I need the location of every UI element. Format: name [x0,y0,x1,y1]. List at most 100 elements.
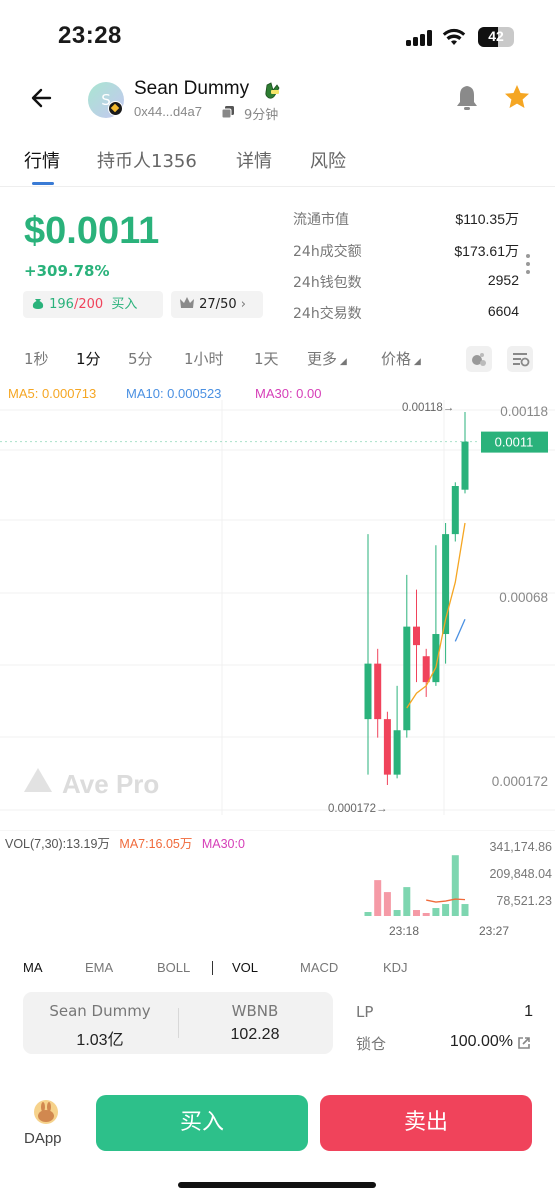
candle-body [364,663,372,720]
tab-holders[interactable]: 持币人1356 [97,151,197,172]
current-price: $0.0011 [24,210,160,252]
volume-chart[interactable]: 341,174.86 209,848.04 78,521.23 23:18 23:27 [0,830,555,940]
copy-icon[interactable] [222,106,234,118]
high-price-marker: 0.00118→ [402,402,454,414]
pool-pair-label: WBNB [231,1002,279,1020]
liquidity-pool-card: Sean Dummy 1.03亿 WBNB 102.28 [23,992,333,1054]
ma30-legend: MA30: 0.00 [255,386,322,401]
volume-bar [432,908,440,916]
candle-body [413,626,420,646]
status-time: 23:28 [58,22,122,49]
external-link-icon[interactable] [516,1035,532,1051]
rank-pill[interactable]: 27/50 › [171,291,263,318]
candle-body [432,634,440,683]
pool-separator [178,1008,179,1038]
bnb-chain-icon [108,101,123,116]
ma5-legend: MA5: 0.000713 [8,386,97,401]
volume-bar [374,880,382,916]
tabs-divider [0,186,555,187]
pool-token-label: Sean Dummy [49,1002,151,1020]
candle-body [451,486,459,535]
bunny-icon [38,1102,54,1122]
volume-bar [364,912,372,916]
bubbles-icon [472,353,486,366]
volume-bar [383,892,391,916]
chart-settings-button[interactable] [507,346,533,372]
chevron-right-icon: › [240,297,246,312]
corner-triangle-icon: ◢ [337,357,347,367]
stat-value-wallets: 2952 [487,272,519,288]
interval-1h[interactable]: 1小时 [184,350,224,368]
more-vertical-icon[interactable] [526,254,530,278]
stat-value-market-cap: $110.35万 [455,211,519,227]
ratio-separator: / [73,297,79,312]
volume-bar [422,913,430,916]
low-price-marker: 0.000172→ [328,803,387,815]
interval-5m[interactable]: 5分 [128,350,153,368]
pancakeswap-icon[interactable] [34,1100,58,1124]
interval-1m[interactable]: 1分 [76,350,101,368]
volume-axis-label: 209,848.04 [489,867,552,881]
time-axis-label: 23:18 [389,924,419,938]
candle-body [461,441,469,490]
battery-level: 42 [488,28,504,44]
token-name: Sean Dummy [134,78,250,99]
indicator-vol[interactable]: VOL [232,960,259,975]
bell-icon[interactable] [452,83,482,113]
home-indicator [178,1182,376,1188]
verified-hand-icon [265,82,280,99]
buy-button[interactable]: 买入 [96,1095,308,1151]
tab-details[interactable]: 详情 [236,151,272,172]
vol-ma7-legend: MA7:16.05万 [119,837,193,851]
price-chart[interactable]: Ave Pro 0.00118 0.00068 0.000172 0.00118→ 0.0… [0,400,555,820]
indicator-ema[interactable]: EMA [85,960,114,975]
chart-price-mode[interactable]: 价格 ◢ [381,348,421,369]
dapp-label[interactable]: DApp [24,1130,62,1147]
watermark-text: Ave Pro [62,769,159,799]
stat-label-trades: 24h交易数 [293,306,362,322]
ave-logo-icon [24,768,52,792]
current-price-tag [481,431,548,453]
tab-risk[interactable]: 风险 [310,151,346,172]
vol-ma30-legend: MA30:0 [201,837,245,851]
interval-1s[interactable]: 1秒 [24,350,49,368]
crown-icon [180,297,194,308]
lock-label: 锁仓 [356,1035,387,1053]
token-address: 0x44...d4a7 [134,104,202,119]
back-arrow-icon[interactable] [28,84,56,112]
indicator-boll[interactable]: BOLL [157,960,191,975]
interval-more[interactable]: 更多 ◢ [307,348,347,369]
lp-value: 1 [524,1003,533,1020]
buy-label: 买入 [111,297,138,312]
price-axis-label: 0.00118 [500,404,548,419]
interval-1d[interactable]: 1天 [254,350,279,368]
ma5-line [406,522,466,709]
stat-value-volume: $173.61万 [454,243,519,259]
volume-legend: VOL(7,30):13.19万 MA7:16.05万 MA30:0 [5,833,245,852]
volume-bar [442,904,450,916]
buy-count: 196 [49,297,74,312]
candle-body [383,719,391,775]
buy-sell-ratio-pill[interactable]: 196/200 买入 [23,291,163,318]
indicator-macd[interactable]: MACD [300,960,339,975]
sell-button[interactable]: 卖出 [320,1095,532,1151]
chart-price-mode-label: 价格 [381,350,412,368]
total-count: 200 [78,297,104,312]
candle-body [374,663,382,720]
volume-ma7-line [426,898,466,903]
chart-indicator-toggle[interactable] [466,346,492,372]
token-age: 9分钟 [244,108,279,123]
volume-bar [451,855,459,916]
indicator-kdj[interactable]: KDJ [383,960,408,975]
pool-pair-amount: 102.28 [230,1026,280,1043]
indicator-ma[interactable]: MA [23,960,43,975]
stat-label-market-cap: 流通市值 [293,212,349,228]
interval-more-label: 更多 [307,350,338,368]
tab-market[interactable]: 行情 [24,151,60,172]
favorite-star-icon[interactable] [503,83,531,111]
money-bag-icon [32,299,44,309]
current-price-tag-label: 0.0011 [495,435,534,450]
volume-bar [403,887,411,916]
time-axis-label: 23:27 [479,924,509,938]
corner-triangle-icon: ◢ [411,357,421,367]
